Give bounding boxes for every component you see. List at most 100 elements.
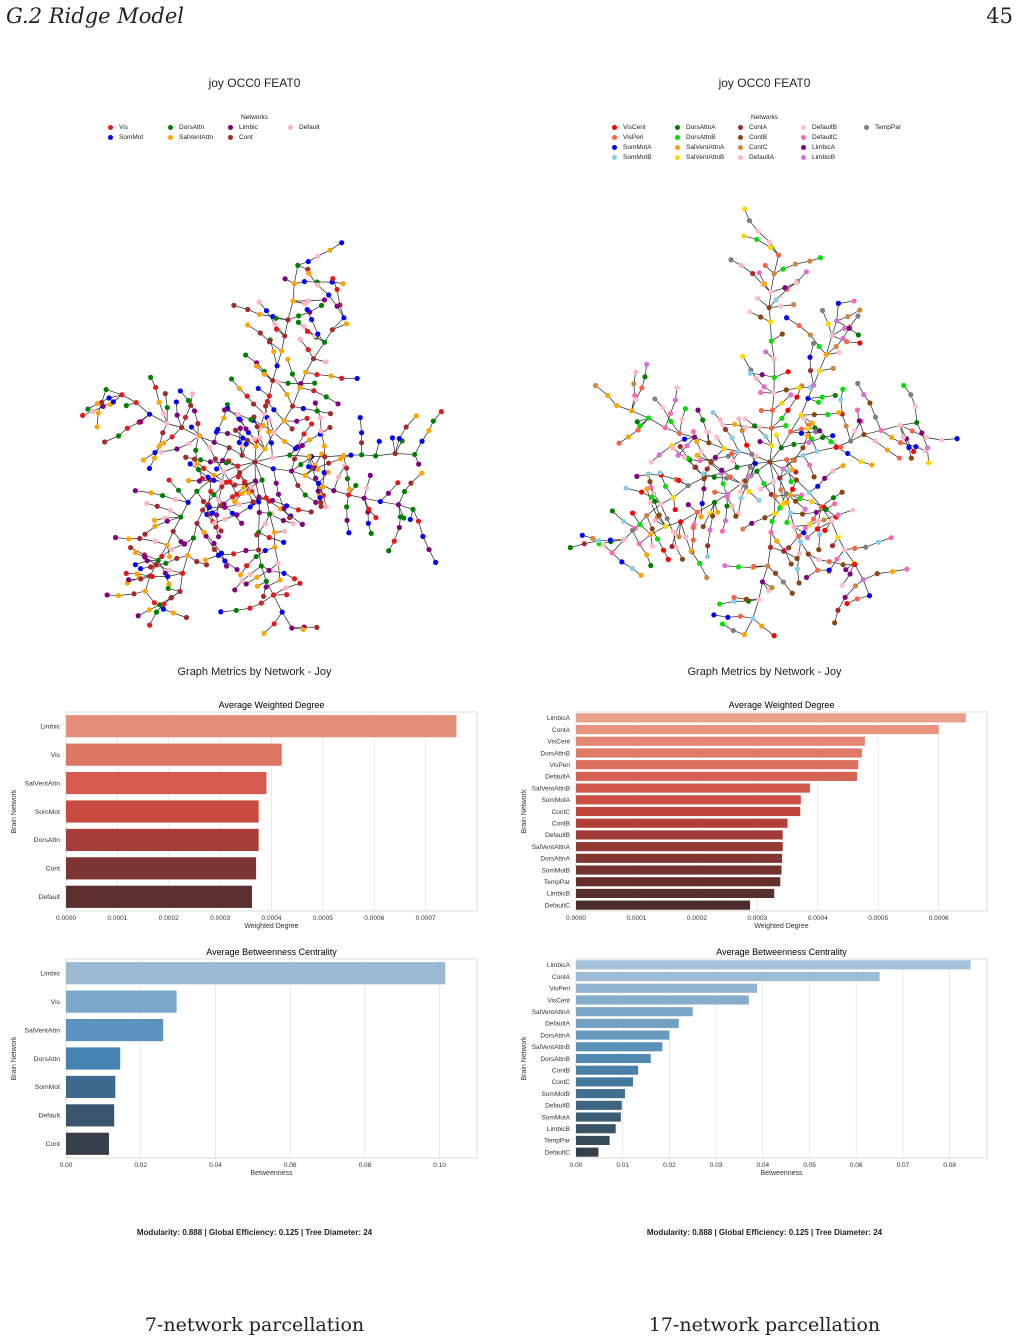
region-node — [218, 609, 224, 615]
region-node — [654, 536, 661, 542]
bar — [576, 971, 880, 982]
legend-label: DorsAttn — [179, 124, 205, 131]
region-node — [798, 426, 804, 432]
region-node — [260, 593, 267, 600]
region-node — [789, 590, 795, 596]
region-node — [867, 400, 873, 406]
region-node — [270, 377, 276, 384]
region-node — [183, 454, 189, 460]
region-node — [730, 458, 736, 464]
region-node — [234, 566, 240, 573]
region-node — [719, 467, 725, 473]
region-node — [169, 434, 175, 440]
region-node — [229, 510, 235, 516]
tree-edge — [650, 526, 666, 535]
x-tick-label: 0.0002 — [159, 915, 179, 922]
region-node — [208, 488, 214, 495]
x-tick-label: 0.0003 — [210, 915, 230, 922]
region-node — [708, 459, 714, 465]
region-node — [202, 557, 208, 563]
region-node — [857, 340, 863, 346]
region-node — [662, 425, 668, 431]
region-node — [649, 543, 655, 549]
region-node — [660, 547, 667, 553]
region-node — [263, 308, 270, 314]
region-node — [796, 322, 802, 329]
region-node — [231, 551, 237, 557]
region-node — [85, 406, 91, 412]
tree-edge — [180, 502, 189, 518]
region-node — [798, 430, 805, 436]
region-node — [269, 455, 275, 461]
region-node — [729, 503, 735, 509]
region-node — [749, 520, 755, 526]
region-node — [281, 505, 287, 512]
region-node — [244, 393, 250, 399]
x-tick-label: 0.06 — [284, 1162, 297, 1169]
region-node — [253, 363, 260, 369]
legend-entry: DorsAttnA — [675, 124, 716, 131]
region-node — [755, 228, 761, 234]
tree-edge — [844, 549, 855, 564]
region-node — [851, 298, 857, 304]
region-node — [704, 574, 710, 581]
region-node — [361, 495, 367, 501]
bar — [66, 885, 252, 908]
y-tick-label: DefaultB — [545, 1103, 570, 1110]
region-node — [721, 446, 727, 452]
region-node — [803, 269, 810, 275]
region-node — [256, 509, 262, 516]
region-node — [306, 270, 312, 276]
region-node — [704, 428, 710, 434]
region-node — [747, 473, 753, 479]
tree-edge — [650, 502, 658, 518]
y-tick-label: DorsAttnB — [540, 1056, 570, 1063]
region-node — [323, 394, 329, 400]
tree-edge — [680, 511, 698, 523]
region-node — [239, 578, 245, 584]
region-node — [794, 280, 800, 286]
region-node — [808, 498, 815, 505]
region-node — [839, 489, 845, 495]
region-node — [731, 598, 738, 604]
region-node — [823, 352, 829, 358]
legend-title: Networks — [750, 114, 779, 121]
region-node — [740, 526, 746, 532]
region-node — [318, 499, 324, 505]
x-tick-label: 0.0004 — [262, 915, 282, 922]
region-node — [137, 566, 144, 572]
y-tick-label: Cont — [46, 866, 60, 873]
legend-label: LimbicA — [812, 144, 836, 151]
region-node — [662, 483, 669, 489]
page-number: 45 — [986, 4, 1013, 28]
region-node — [761, 281, 767, 287]
region-node — [758, 407, 764, 414]
region-node — [262, 446, 268, 452]
region-node — [195, 420, 201, 427]
region-node — [788, 561, 794, 567]
region-node — [232, 587, 238, 593]
region-node — [294, 418, 300, 424]
x-tick-label: 0.02 — [663, 1162, 676, 1169]
tree-edge — [665, 521, 681, 527]
tree-edge — [769, 445, 773, 463]
region-node — [801, 530, 807, 536]
region-node — [741, 631, 747, 638]
region-node — [844, 600, 850, 607]
region-node — [678, 519, 684, 525]
legend-entry: DefaultA — [738, 154, 774, 161]
tree-edge — [308, 299, 325, 302]
region-node — [331, 488, 337, 494]
region-node — [341, 315, 347, 321]
region-node — [320, 484, 326, 490]
region-node — [766, 239, 773, 245]
region-node — [669, 543, 675, 550]
region-node — [166, 554, 173, 560]
region-node — [789, 467, 795, 473]
region-node — [704, 553, 711, 560]
region-node — [719, 621, 726, 627]
region-node — [207, 459, 213, 465]
region-node — [391, 538, 397, 544]
region-node — [805, 395, 811, 402]
x-tick-label: 0.03 — [710, 1162, 723, 1169]
